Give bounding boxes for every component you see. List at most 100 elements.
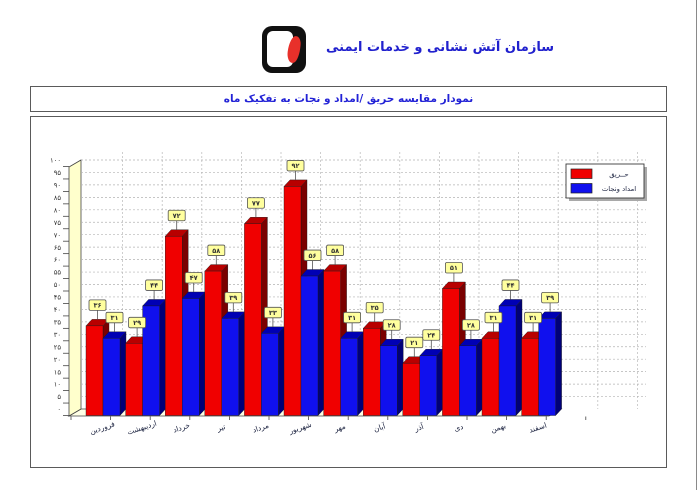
value-label-box xyxy=(263,306,282,319)
rescue-bar xyxy=(340,331,365,417)
month-label: بهمن xyxy=(490,421,507,434)
y-tick-label: ۱۵ xyxy=(54,368,62,376)
chart-panel: ۰ ۵ ۱۰ ۱۵ ۲۰ ۲۵ ۳۰ ۳۵ ۴۰ ۴۵ ۵۰ ۵۵ ۶۰ ۶۵ ۷۰ ۷۵ ۸۰ ۸۵ ۹۰ ۹۵ ۱۰… xyxy=(30,116,667,468)
value-label-box xyxy=(184,272,203,284)
value-label: ۳۳ xyxy=(269,309,277,317)
month-label: شهریور xyxy=(287,420,313,436)
y-tick-label: ۴۰ xyxy=(54,306,61,314)
legend-fire-swatch xyxy=(570,168,593,179)
value-label: ۳۹ xyxy=(546,294,554,302)
bar-front-face xyxy=(340,338,358,416)
legend-label: حــريق xyxy=(609,171,629,179)
bar-side-face xyxy=(436,348,443,417)
bar-front-face xyxy=(380,345,398,416)
y-tick-label: ۵۵ xyxy=(54,269,62,277)
value-label-box xyxy=(246,197,265,209)
value-label-box xyxy=(326,244,345,256)
value-label: ۳۱ xyxy=(110,314,118,322)
logo-inner xyxy=(267,31,302,67)
rescue-bar xyxy=(538,311,563,417)
value-label-box xyxy=(88,299,107,311)
bar-front-face xyxy=(442,288,460,416)
bar-front-face xyxy=(300,275,319,416)
bar-side-face xyxy=(397,338,404,417)
value-label-box xyxy=(422,329,441,341)
chart-left-wall xyxy=(68,159,82,417)
rescue-bar xyxy=(379,338,404,417)
month-label: آبان xyxy=(372,420,387,433)
value-label: ۳۶ xyxy=(93,302,101,310)
value-label-box xyxy=(105,311,124,324)
bar-front-face xyxy=(323,270,341,416)
rescue-bar xyxy=(498,298,523,417)
value-label: ۲۹ xyxy=(133,319,141,327)
bar-front-face xyxy=(102,338,121,416)
value-label: ۵۸ xyxy=(212,247,220,255)
bar-front-face xyxy=(164,236,183,416)
value-label: ۲۸ xyxy=(388,321,396,329)
bar-front-face xyxy=(498,305,517,416)
month-label: اسفند xyxy=(528,421,548,435)
y-tick-label: ۱۰ xyxy=(54,381,61,389)
month-label: خرداد xyxy=(172,421,192,435)
bar-front-face xyxy=(142,305,160,416)
organization-title: سازمان آتش نشانی و خدمات ایمنی xyxy=(326,40,555,55)
bar-side-face xyxy=(555,311,562,417)
fire-organization-logo-icon xyxy=(262,26,306,73)
value-label-box xyxy=(501,279,520,291)
value-label: ۵۸ xyxy=(331,247,339,255)
y-tick-label: ۷۰ xyxy=(54,231,61,239)
legend-rescue-swatch xyxy=(570,183,593,194)
bar-side-face xyxy=(159,298,166,417)
bar-side-face xyxy=(119,331,127,417)
value-label-box xyxy=(224,291,243,304)
bar-front-face xyxy=(125,343,143,416)
value-label: ۳۵ xyxy=(371,304,379,312)
bar-front-face xyxy=(85,325,104,416)
month-label: آذر xyxy=(412,421,425,434)
rescue-bar xyxy=(221,311,246,417)
value-label-box xyxy=(541,291,560,304)
value-label-box xyxy=(444,262,463,274)
value-label-box xyxy=(128,316,146,329)
y-tick-label: ۸۰ xyxy=(54,206,61,214)
bar-front-face xyxy=(181,298,200,416)
value-label: ۵۶ xyxy=(308,252,316,260)
bar-front-face xyxy=(363,328,381,416)
month-label: دی xyxy=(453,422,464,433)
y-tick-label: ۸۵ xyxy=(54,194,62,202)
rescue-bar xyxy=(142,298,167,417)
value-label: ۳۱ xyxy=(489,314,497,322)
y-tick-label: ۷۵ xyxy=(54,219,62,227)
value-label-box xyxy=(167,209,186,222)
bar-front-face xyxy=(261,333,279,416)
bar-front-face xyxy=(221,318,240,416)
bar-front-face xyxy=(459,345,477,416)
y-tick-label: ۹۵ xyxy=(54,169,62,177)
bar-side-face xyxy=(357,331,364,417)
y-tick-label: ۲۵ xyxy=(54,343,62,351)
legend-label: امداد ونجات xyxy=(602,185,636,193)
flame-icon xyxy=(286,35,302,64)
value-label-box xyxy=(145,279,163,291)
page-right-border xyxy=(696,0,697,490)
y-tick-label: ۶۰ xyxy=(54,256,61,264)
bar-front-face xyxy=(419,355,437,416)
bar-side-face xyxy=(278,326,285,417)
value-label-box xyxy=(382,319,401,331)
y-tick-label: ۹۰ xyxy=(54,182,61,190)
month-label: تیر xyxy=(215,422,227,433)
month-label: فروردین xyxy=(89,419,116,436)
value-label: ۴۷ xyxy=(190,274,198,282)
value-label-box xyxy=(484,311,503,324)
rescue-bar xyxy=(181,291,206,417)
value-label-box xyxy=(303,249,322,261)
bar-front-face xyxy=(204,270,223,416)
rescue-bar xyxy=(458,338,483,417)
month-label: اردیبهشت xyxy=(126,419,158,437)
value-label: ۲۱ xyxy=(410,339,418,347)
value-label: ۲۴ xyxy=(427,331,435,339)
rescue-bar xyxy=(102,331,127,417)
y-tick-label: ۴۵ xyxy=(54,294,62,302)
